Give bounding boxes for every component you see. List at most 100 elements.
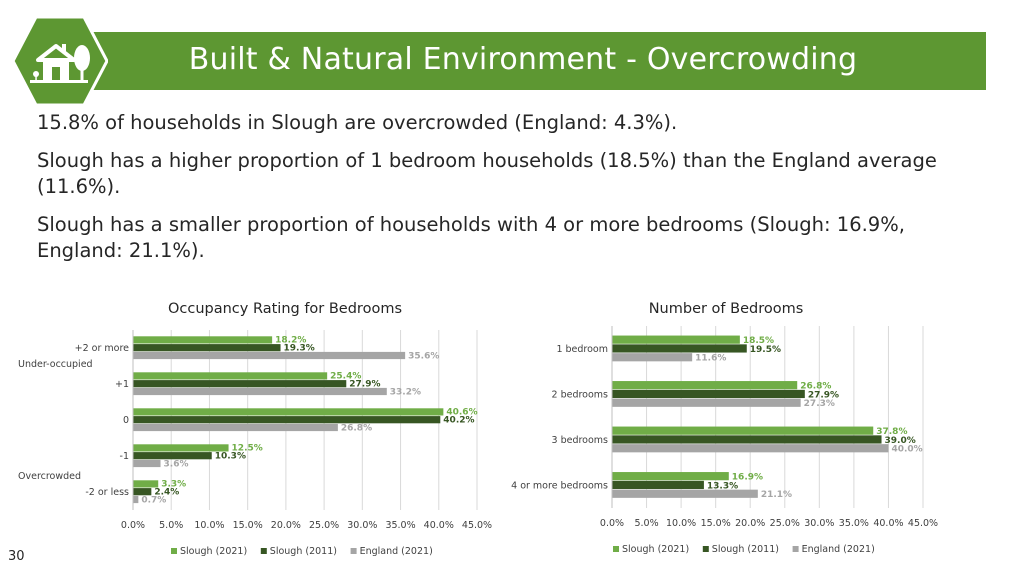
- data-label: 27.9%: [808, 390, 839, 400]
- group-label: Under-occupied: [18, 359, 93, 370]
- data-label: 3.3%: [161, 480, 186, 490]
- x-tick-label: 5.0%: [634, 518, 658, 529]
- x-tick-label: 25.0%: [309, 520, 339, 531]
- bar: [133, 387, 387, 396]
- category-label: 0: [123, 415, 129, 426]
- bar: [612, 472, 729, 481]
- house-tree-icon: [12, 16, 108, 106]
- bar: [612, 444, 889, 453]
- legend-swatch: [171, 548, 177, 554]
- data-label: 10.3%: [215, 452, 246, 462]
- bar: [612, 344, 747, 353]
- finding-overcrowded: 15.8% of households in Slough are overcr…: [37, 111, 678, 134]
- x-tick-label: 5.0%: [159, 520, 183, 531]
- bar: [133, 380, 347, 388]
- data-label: 18.2%: [275, 336, 306, 346]
- bar: [133, 336, 273, 344]
- x-tick-label: 15.0%: [701, 518, 731, 529]
- chart-title: Occupancy Rating for Bedrooms: [168, 301, 402, 317]
- page-number: 30: [8, 549, 25, 564]
- legend-label: Slough (2011): [270, 546, 337, 557]
- data-label: 12.5%: [232, 444, 263, 454]
- x-tick-label: 30.0%: [804, 518, 834, 529]
- page-title: Built & Natural Environment - Overcrowdi…: [188, 42, 858, 77]
- bar: [612, 480, 704, 490]
- legend-swatch: [350, 548, 357, 554]
- x-tick-label: 15.0%: [233, 520, 263, 531]
- data-label: 19.3%: [284, 344, 315, 354]
- group-label: Overcrowded: [18, 471, 81, 482]
- data-label: 27.3%: [804, 399, 835, 409]
- data-label: 13.3%: [707, 481, 738, 491]
- x-tick-label: 20.0%: [271, 520, 301, 531]
- category-label: +2 or more: [75, 343, 130, 354]
- x-tick-label: 45.0%: [908, 518, 938, 529]
- x-tick-label: 0.0%: [600, 518, 624, 529]
- chart-svg: Occupancy Rating for Bedrooms 0.0% 5.0% 10.…: [18, 301, 492, 557]
- bar: [612, 426, 874, 435]
- bar: [133, 444, 229, 452]
- data-label: 19.5%: [750, 345, 781, 355]
- legend-swatch: [260, 548, 267, 554]
- x-tick-label: 20.0%: [735, 518, 765, 529]
- data-label: 26.8%: [341, 423, 372, 433]
- data-label: 40.2%: [443, 416, 474, 426]
- occupancy-rating-chart: Occupancy Rating for Bedrooms 0.0% 5.0% 10.…: [10, 290, 500, 565]
- data-label: 33.2%: [390, 387, 421, 397]
- legend-label: England (2021): [360, 546, 433, 557]
- bar: [133, 459, 161, 468]
- data-label: 21.1%: [761, 490, 792, 500]
- bar: [612, 398, 801, 407]
- data-label: 16.9%: [732, 472, 763, 482]
- x-tick-label: 25.0%: [770, 518, 800, 529]
- chart-svg: Number of Bedrooms 0.0% 5.0% 10.0% 15.0% 20.0…: [511, 301, 938, 555]
- category-label: +1: [115, 379, 129, 390]
- bar: [133, 423, 338, 432]
- data-label: 11.6%: [695, 354, 726, 364]
- data-label: 25.4%: [330, 372, 361, 382]
- finding-four-bedrooms: Slough has a smaller proportion of house…: [37, 213, 905, 262]
- x-tick-label: 35.0%: [385, 520, 415, 531]
- category-label: -2 or less: [85, 487, 129, 498]
- category-label: 4 or more bedrooms: [511, 480, 608, 491]
- x-tick-label: 40.0%: [424, 520, 454, 531]
- bar: [612, 489, 758, 498]
- bar: [612, 435, 882, 444]
- finding-one-bedroom: Slough has a higher proportion of 1 bedr…: [37, 149, 937, 198]
- category-label: 3 bedrooms: [552, 435, 609, 446]
- bar: [133, 351, 406, 360]
- bar: [612, 389, 805, 399]
- x-tick-label: 10.0%: [666, 518, 696, 529]
- x-tick-label: 40.0%: [873, 518, 903, 529]
- chart-title: Number of Bedrooms: [649, 301, 804, 317]
- bar: [133, 344, 281, 352]
- bar: [133, 372, 328, 380]
- category-label: 1 bedroom: [556, 344, 608, 355]
- bar: [612, 353, 693, 362]
- x-tick-label: 0.0%: [121, 520, 145, 531]
- category-label: -1: [120, 451, 129, 462]
- legend-label: Slough (2021): [180, 546, 247, 557]
- legend-swatch: [792, 546, 799, 552]
- bar: [133, 480, 159, 488]
- data-label: 40.0%: [891, 445, 922, 455]
- x-tick-label: 30.0%: [347, 520, 377, 531]
- data-label: 0.7%: [141, 495, 166, 505]
- bar: [133, 488, 152, 496]
- bar: [133, 408, 444, 416]
- bar: [612, 381, 798, 390]
- bar: [133, 416, 441, 424]
- x-tick-label: 10.0%: [194, 520, 224, 531]
- data-label: 18.5%: [743, 336, 774, 346]
- data-label: 2.4%: [154, 488, 179, 498]
- data-label: 3.6%: [164, 459, 189, 469]
- data-label: 35.6%: [408, 351, 439, 361]
- legend-swatch: [702, 546, 709, 552]
- x-tick-label: 45.0%: [462, 520, 492, 531]
- data-label: 39.0%: [885, 436, 916, 446]
- number-of-bedrooms-chart: Number of Bedrooms 0.0% 5.0% 10.0% 15.0% 20.0…: [500, 290, 1000, 565]
- legend-label: England (2021): [802, 544, 875, 555]
- category-label: 2 bedrooms: [552, 389, 609, 400]
- legend-swatch: [613, 546, 619, 552]
- bar: [133, 495, 139, 504]
